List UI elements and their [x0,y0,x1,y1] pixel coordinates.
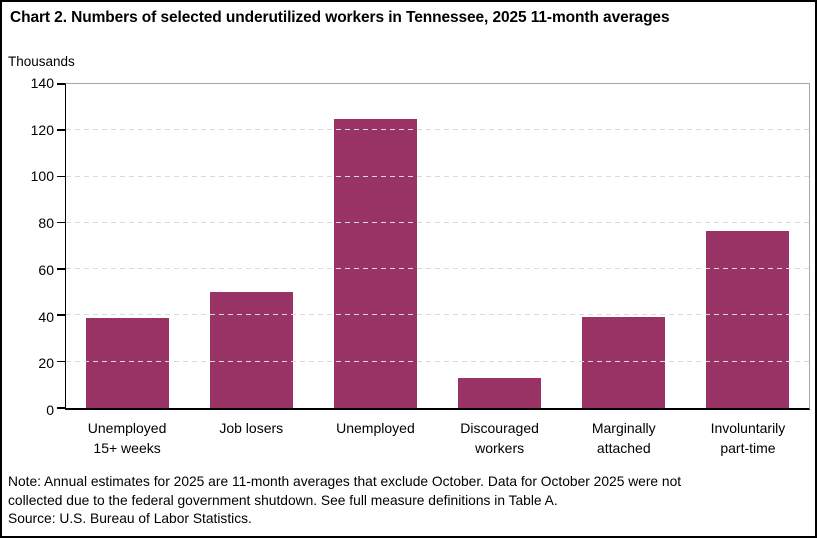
gridline-60 [66,268,809,270]
y-tick-40 [57,314,65,316]
x-axis-label-4: Marginally attached [562,418,686,458]
x-axis-label-line: workers [475,440,525,456]
gridline-120 [66,129,809,131]
gridline-80 [66,221,809,223]
bar-column-5 [685,84,809,408]
bar-column-3 [437,84,561,408]
bar-4 [581,316,665,408]
bar-2 [334,118,418,408]
x-axis-label-5: Involuntarily part-time [686,418,810,458]
x-axis-label-line: attached [596,440,651,456]
note-line-2: collected due to the federal government … [8,492,558,508]
y-tick-label-20: 20 [38,355,54,372]
x-axis-label-line: Unemployed [336,420,415,436]
bar-1 [210,292,294,408]
gridline-100 [66,175,809,177]
x-axis-labels: Unemployed 15+ weeks Job losers Unemployed D… [65,418,810,458]
bar-column-4 [561,84,685,408]
x-axis-label-line: Unemployed [87,420,167,436]
bar-column-1 [190,84,314,408]
y-tick-120 [57,129,65,131]
y-axis-unit-label: Thousands [8,54,75,69]
y-tick-label-120: 120 [30,121,54,138]
x-axis-label-3: Discouraged workers [438,418,562,458]
y-tick-0 [57,407,65,409]
y-tick-label-100: 100 [30,168,54,185]
y-tick-80 [57,221,65,224]
x-axis-label-line: Discouraged [460,420,539,436]
x-axis-label-line: Marginally [591,420,656,436]
note-line-1: Note: Annual estimates for 2025 are 11-m… [8,474,682,489]
y-tick-20 [57,360,65,363]
y-tick-label-40: 40 [38,308,54,325]
y-tick-label-140: 140 [30,75,54,91]
plot-area [57,83,810,410]
x-axis-label-line: part-time [720,440,776,456]
y-tick-label-80: 80 [38,215,54,232]
x-axis-label-line: Job losers [219,420,284,436]
y-tick-100 [57,175,65,178]
gridline-20 [66,360,809,362]
y-tick-60 [57,268,65,270]
x-axis-label-line: Involuntarily [710,420,786,436]
x-axis-label-0: Unemployed 15+ weeks [65,418,189,458]
gridline-40 [66,314,809,316]
footnote-block: Note: Annual estimates for 2025 are 11-m… [8,473,810,529]
y-tick-140 [57,83,65,85]
bar-5 [705,230,789,408]
chart-title: Chart 2. Numbers of selected underutiliz… [10,9,670,26]
bar-column-0 [66,84,190,408]
bar-column-2 [314,84,438,408]
y-axis-labels: 0 20 40 60 80 100 120 140 [2,75,54,418]
y-tick-label-60: 60 [38,261,54,278]
x-axis-label-line: 15+ weeks [93,440,161,456]
bar-3 [457,377,541,408]
x-axis-label-1: Job losers [189,418,313,458]
y-tick-label-0: 0 [46,402,54,418]
bars [66,84,809,408]
bar-0 [86,317,170,408]
source-line: Source: U.S. Bureau of Labor Statistics. [8,511,252,526]
x-axis-label-2: Unemployed [313,418,437,458]
